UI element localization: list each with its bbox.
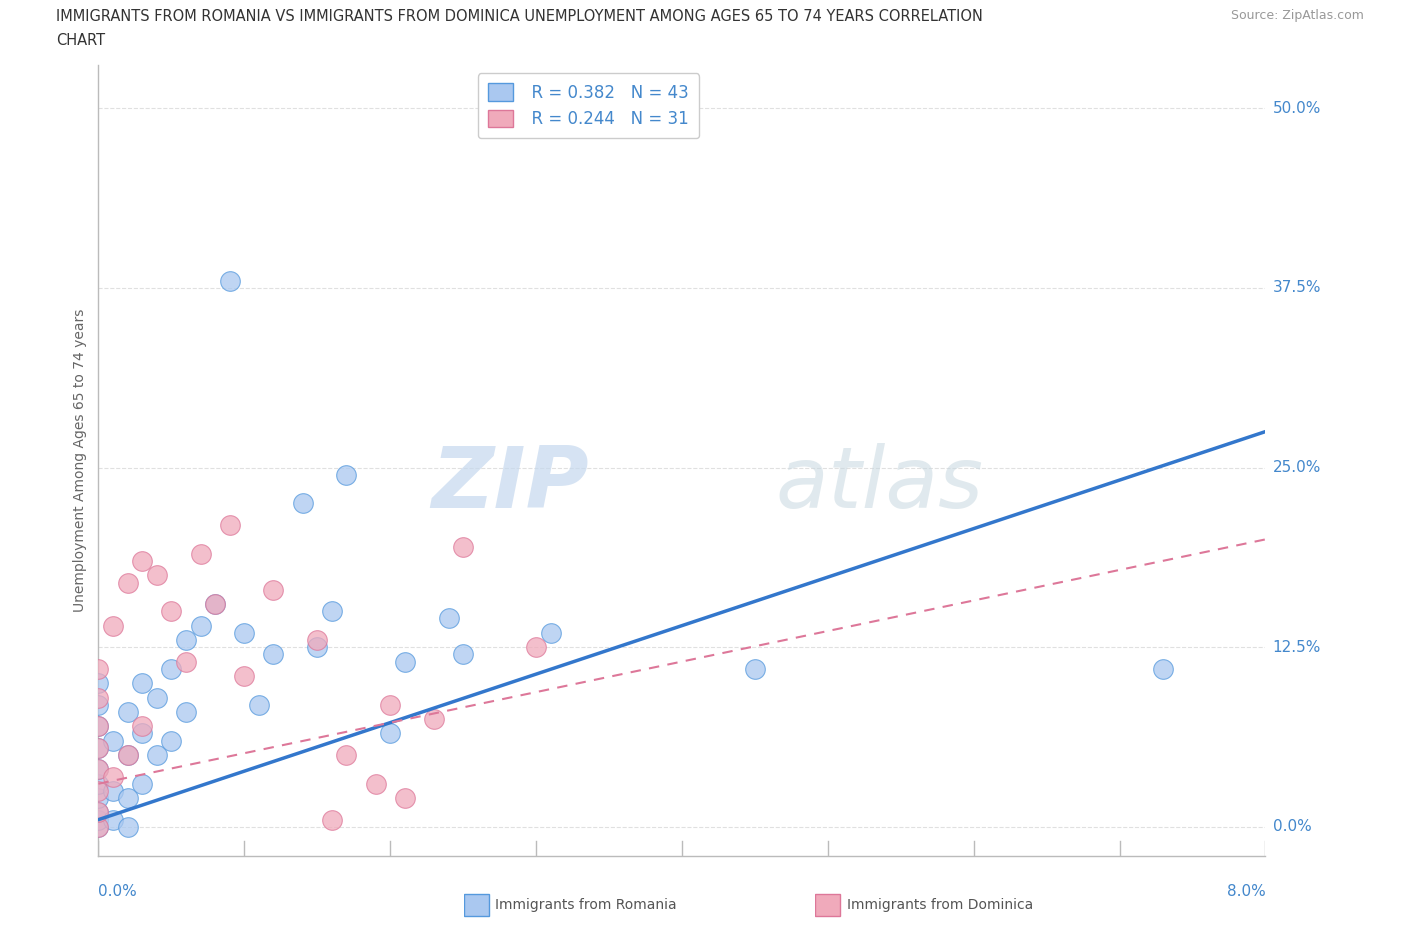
Point <box>131 726 153 741</box>
Point <box>174 632 197 647</box>
Point <box>87 661 110 676</box>
Point <box>233 669 256 684</box>
Point <box>218 518 240 533</box>
Point <box>437 611 460 626</box>
Bar <box>464 894 489 916</box>
Y-axis label: Unemployment Among Ages 65 to 74 years: Unemployment Among Ages 65 to 74 years <box>73 309 87 612</box>
Point <box>146 748 169 763</box>
Point <box>87 762 110 777</box>
Point <box>307 632 329 647</box>
Point <box>190 618 212 633</box>
Point <box>131 676 153 691</box>
Point <box>87 719 110 734</box>
Point <box>380 726 402 741</box>
Point <box>174 654 197 669</box>
Point <box>131 719 153 734</box>
Point <box>87 805 110 820</box>
Text: Immigrants from Romania: Immigrants from Romania <box>495 897 678 912</box>
Point <box>146 568 169 583</box>
Point <box>87 676 110 691</box>
Point <box>117 575 139 590</box>
Text: Immigrants from Dominica: Immigrants from Dominica <box>846 897 1033 912</box>
Point <box>87 740 110 755</box>
Text: IMMIGRANTS FROM ROMANIA VS IMMIGRANTS FROM DOMINICA UNEMPLOYMENT AMONG AGES 65 T: IMMIGRANTS FROM ROMANIA VS IMMIGRANTS FR… <box>56 9 983 24</box>
Text: 37.5%: 37.5% <box>1272 280 1322 296</box>
Text: 0.0%: 0.0% <box>1272 819 1312 834</box>
Text: ZIP: ZIP <box>430 443 589 525</box>
Point <box>262 582 284 597</box>
Point <box>131 777 153 791</box>
Point <box>87 819 110 834</box>
Point <box>87 805 110 820</box>
Point <box>131 553 153 568</box>
Point <box>524 640 547 655</box>
Point <box>117 748 139 763</box>
Point <box>101 812 124 827</box>
Point <box>190 546 212 561</box>
Text: CHART: CHART <box>56 33 105 47</box>
Point <box>117 790 139 805</box>
Point <box>321 604 343 618</box>
Point <box>146 690 169 705</box>
Point <box>204 597 226 612</box>
Point <box>87 740 110 755</box>
Point <box>117 748 139 763</box>
Point <box>394 654 416 669</box>
Point <box>160 604 183 618</box>
Text: 50.0%: 50.0% <box>1272 100 1322 115</box>
Point <box>204 597 226 612</box>
Point <box>380 698 402 712</box>
Point <box>262 647 284 662</box>
Text: atlas: atlas <box>775 443 983 525</box>
Point <box>117 704 139 719</box>
Point <box>335 467 357 482</box>
Point <box>218 273 240 288</box>
Point <box>87 690 110 705</box>
Text: 8.0%: 8.0% <box>1226 884 1265 899</box>
Point <box>160 733 183 748</box>
Point <box>744 661 766 676</box>
Point <box>451 539 474 554</box>
Point <box>117 819 139 834</box>
Text: Source: ZipAtlas.com: Source: ZipAtlas.com <box>1230 9 1364 22</box>
Point <box>291 496 314 511</box>
Point <box>1152 661 1174 676</box>
Point <box>87 819 110 834</box>
Point <box>160 661 183 676</box>
Point <box>174 704 197 719</box>
Text: 0.0%: 0.0% <box>98 884 138 899</box>
Point <box>101 783 124 798</box>
Point <box>423 711 446 726</box>
Text: 25.0%: 25.0% <box>1272 460 1322 475</box>
Point <box>451 647 474 662</box>
Point <box>364 777 387 791</box>
Point <box>87 698 110 712</box>
Point <box>101 733 124 748</box>
Point <box>307 640 329 655</box>
Point <box>87 783 110 798</box>
Point <box>87 777 110 791</box>
Point <box>87 719 110 734</box>
Point <box>321 812 343 827</box>
Point <box>87 812 110 827</box>
Point <box>101 618 124 633</box>
Point <box>87 790 110 805</box>
Bar <box>815 894 841 916</box>
Text: 12.5%: 12.5% <box>1272 640 1322 655</box>
Point <box>247 698 270 712</box>
Point <box>87 762 110 777</box>
Point <box>101 769 124 784</box>
Point <box>335 748 357 763</box>
Legend:   R = 0.382   N = 43,   R = 0.244   N = 31: R = 0.382 N = 43, R = 0.244 N = 31 <box>478 73 699 138</box>
Point <box>540 625 562 640</box>
Point <box>394 790 416 805</box>
Point <box>233 625 256 640</box>
